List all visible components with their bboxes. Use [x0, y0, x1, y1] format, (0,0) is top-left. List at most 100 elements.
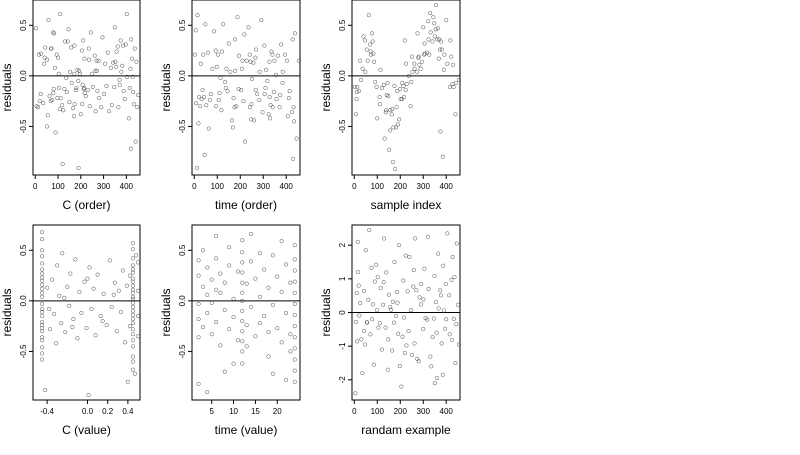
data-point: [422, 266, 427, 271]
data-point: [438, 39, 443, 44]
data-point: [382, 136, 387, 141]
y-tick-label: 0.0: [19, 295, 28, 307]
y-tick-label: -0.5: [338, 119, 347, 133]
y-tick-label: -2: [338, 376, 347, 384]
data-point: [244, 344, 249, 349]
data-point: [254, 47, 259, 52]
data-point: [129, 37, 134, 42]
residual-plot-panel: 0 100 200 300 400 -0.5 0.0 0.5 time (order) resid…: [159, 0, 301, 212]
data-point: [196, 335, 201, 340]
data-point: [431, 316, 436, 321]
data-point: [370, 39, 375, 44]
data-point: [196, 301, 201, 306]
data-point: [44, 124, 49, 129]
data-point: [100, 35, 105, 40]
data-point: [247, 52, 252, 57]
data-point: [432, 273, 437, 278]
data-point: [130, 317, 135, 322]
data-point: [434, 376, 440, 381]
data-point: [222, 307, 227, 313]
data-point: [210, 66, 215, 71]
data-point: [432, 21, 437, 26]
data-point: [374, 84, 379, 90]
data-point: [374, 308, 379, 313]
data-point: [113, 59, 118, 64]
data-point: [287, 88, 292, 94]
data-point: [361, 288, 366, 294]
data-point: [283, 377, 289, 382]
data-point: [40, 278, 45, 283]
data-point: [57, 293, 62, 298]
data-point: [240, 260, 245, 265]
data-point: [56, 85, 62, 91]
data-point: [441, 263, 446, 268]
data-point: [257, 294, 262, 299]
data-point: [40, 301, 45, 306]
data-point: [130, 247, 135, 252]
data-point: [196, 381, 201, 386]
data-point: [292, 324, 297, 329]
data-point: [236, 53, 241, 58]
data-point: [114, 64, 119, 69]
data-point: [80, 102, 85, 107]
data-point: [249, 117, 254, 122]
data-point: [209, 277, 214, 282]
data-point: [249, 102, 254, 107]
plot-frame: [191, 0, 301, 176]
data-point: [240, 250, 245, 255]
data-point: [406, 73, 412, 78]
data-point: [440, 154, 445, 159]
data-point: [453, 360, 458, 366]
data-point: [120, 63, 125, 68]
data-point: [130, 308, 135, 314]
data-point: [385, 80, 390, 85]
data-point: [262, 313, 267, 319]
data-point: [132, 371, 138, 376]
data-point: [213, 287, 219, 292]
data-point: [406, 328, 411, 334]
data-point: [40, 271, 45, 276]
data-point: [259, 18, 264, 23]
data-point: [251, 60, 256, 65]
data-point: [392, 320, 397, 325]
data-point: [401, 83, 406, 89]
x-tick-label: 200: [394, 182, 408, 191]
y-tick-label: 0.5: [178, 19, 187, 31]
data-point: [426, 19, 431, 24]
data-point: [240, 361, 245, 366]
data-point: [41, 101, 46, 106]
data-point: [244, 323, 249, 328]
data-point: [240, 290, 245, 295]
data-point: [292, 368, 297, 373]
data-point: [100, 319, 105, 324]
data-point: [399, 384, 404, 389]
data-point: [292, 279, 297, 284]
data-point: [38, 51, 44, 56]
data-point: [436, 56, 441, 61]
data-point: [285, 114, 290, 119]
data-point: [130, 256, 135, 261]
data-point: [60, 161, 65, 166]
data-point: [214, 104, 219, 109]
data-point: [114, 49, 119, 54]
data-point: [48, 327, 53, 332]
data-point: [270, 253, 275, 258]
data-point: [378, 67, 383, 72]
data-point: [40, 275, 45, 280]
data-point: [443, 281, 448, 286]
data-point: [366, 297, 371, 302]
data-point: [381, 82, 386, 88]
data-point: [266, 354, 271, 359]
data-point: [379, 347, 384, 352]
data-point: [266, 285, 271, 290]
x-tick-label: 0: [352, 407, 357, 416]
data-point: [242, 32, 247, 37]
data-point: [109, 304, 114, 309]
data-point: [106, 109, 112, 114]
data-point: [40, 290, 45, 295]
data-point: [365, 58, 370, 63]
data-point: [73, 257, 78, 262]
x-tick-label: 200: [74, 182, 88, 191]
data-point: [372, 279, 377, 284]
data-point: [239, 66, 244, 71]
